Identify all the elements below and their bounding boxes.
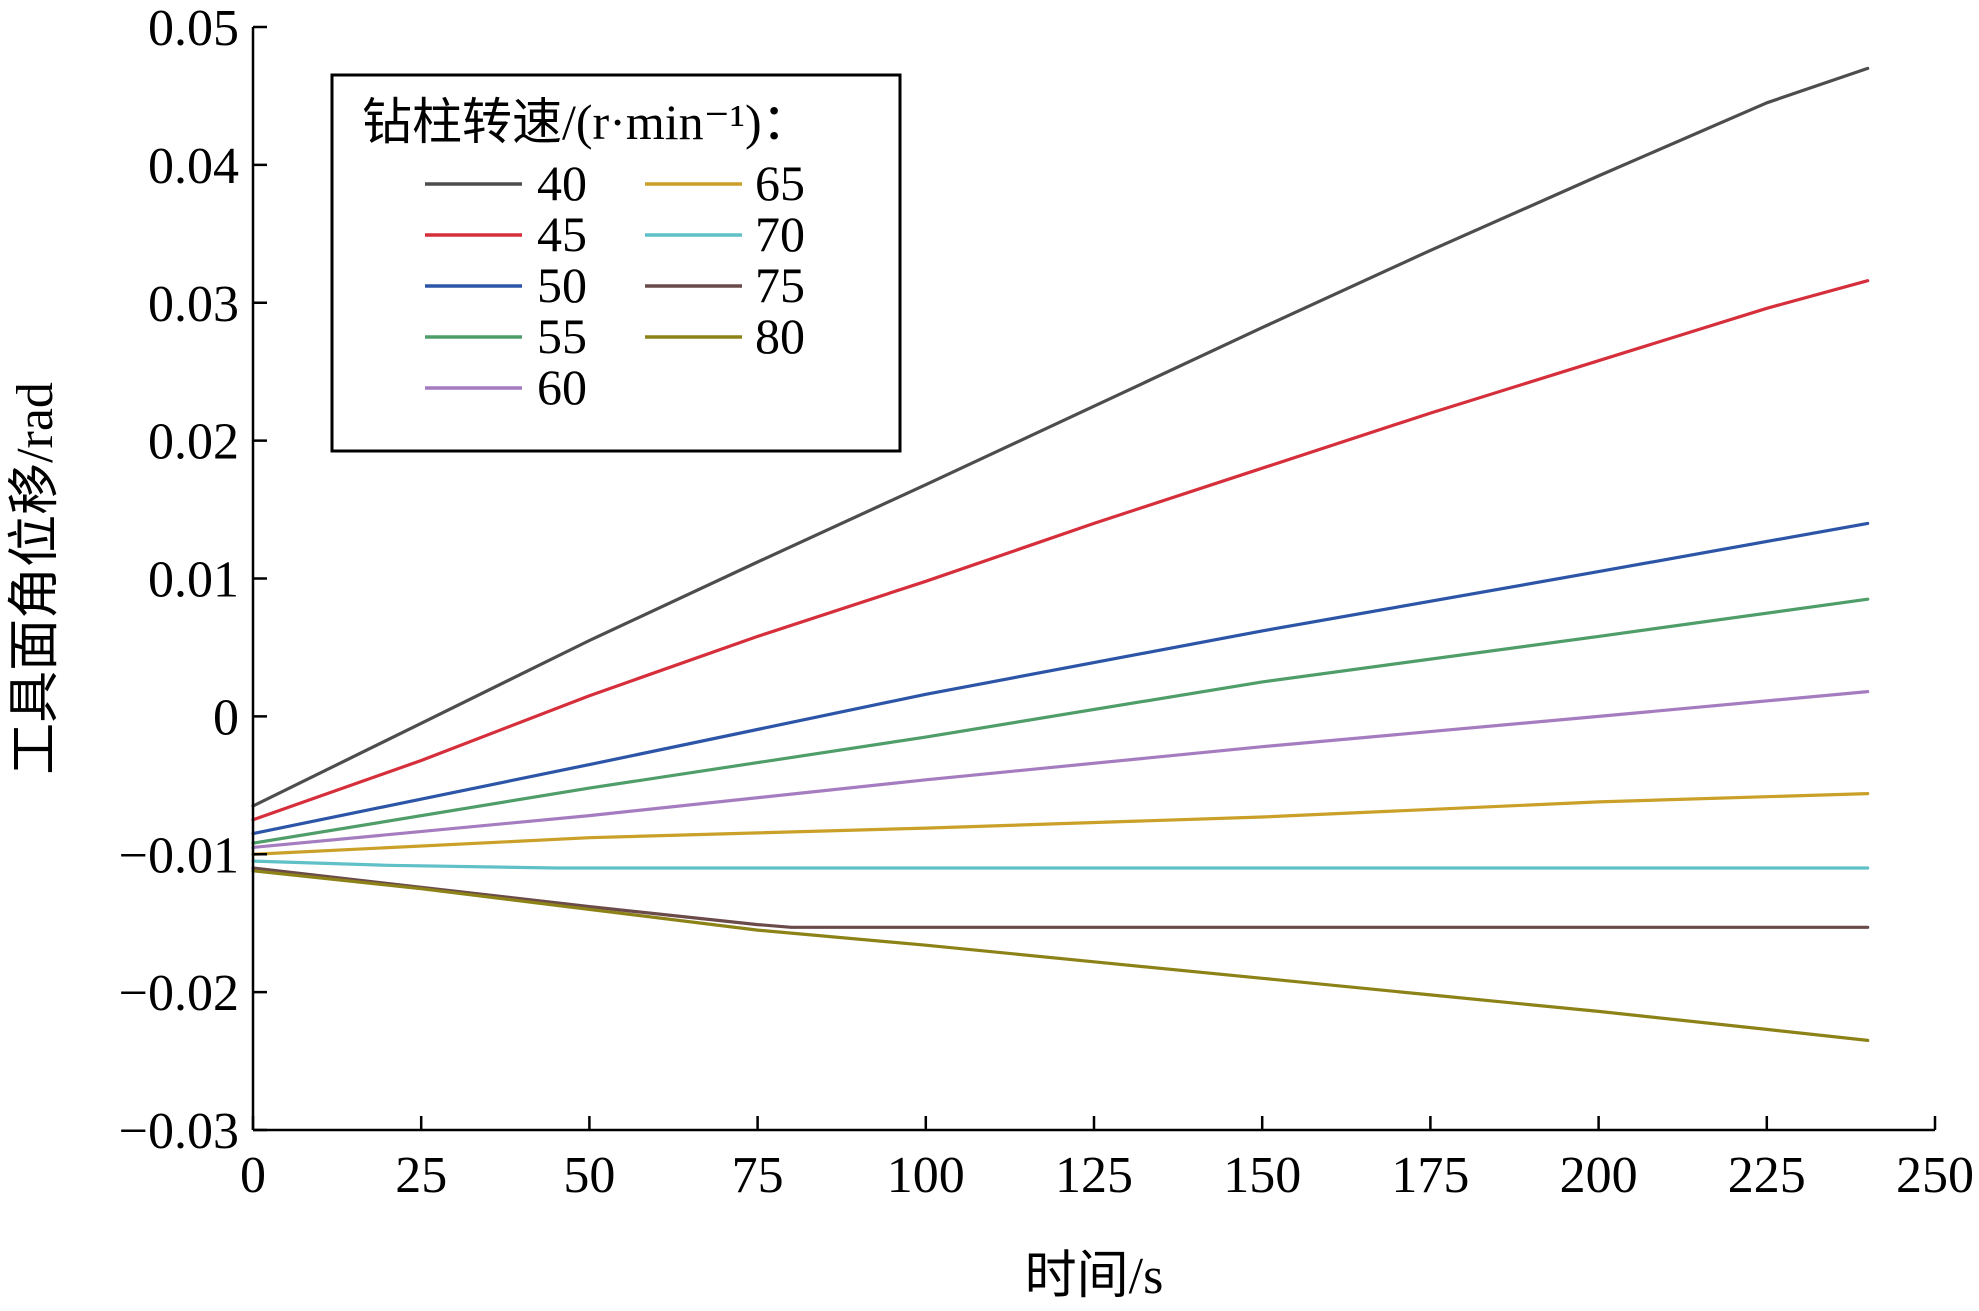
legend-label-65: 65 <box>755 155 805 211</box>
series-line-60 <box>251 689 1870 850</box>
legend-label-45: 45 <box>537 206 587 262</box>
series-line-50 <box>251 521 1870 836</box>
x-tick-label: 0 <box>240 1147 266 1204</box>
legend-label-60: 60 <box>537 359 587 415</box>
x-tick-label: 25 <box>395 1147 447 1204</box>
x-axis-label: 时间/s <box>1025 1248 1164 1305</box>
y-tick-label: 0.01 <box>148 552 239 609</box>
series-line-80 <box>251 869 1870 1043</box>
y-tick-label: −0.01 <box>119 827 239 884</box>
x-tick-label: 100 <box>887 1147 965 1204</box>
x-tick-label: 150 <box>1223 1147 1301 1204</box>
legend-title: 钻柱转速/(r·min⁻¹)： <box>362 94 812 150</box>
x-tick-label: 225 <box>1728 1147 1806 1204</box>
series-line-55 <box>251 597 1870 845</box>
legend-label-80: 80 <box>755 308 805 364</box>
series-line-65 <box>251 791 1870 856</box>
x-tick-label: 75 <box>732 1147 784 1204</box>
legend-label-70: 70 <box>755 206 805 262</box>
y-axis-label: 工具面角位移/rad <box>7 382 64 775</box>
x-tick-label: 175 <box>1391 1147 1469 1204</box>
legend-label-40: 40 <box>537 155 587 211</box>
series-line-70 <box>251 859 1870 870</box>
x-tick-label: 250 <box>1896 1147 1974 1204</box>
y-tick-label: 0.02 <box>148 414 239 471</box>
y-tick-label: 0 <box>213 689 239 746</box>
y-tick-label: 0.04 <box>148 138 239 195</box>
series-layer <box>251 66 1870 1043</box>
y-tick-label: −0.02 <box>119 965 239 1022</box>
legend-label-55: 55 <box>537 308 587 364</box>
y-tick-label: 0.05 <box>148 0 239 57</box>
series-line-40 <box>251 66 1870 808</box>
legend-label-50: 50 <box>537 257 587 313</box>
y-tick-label: −0.03 <box>119 1103 239 1160</box>
series-line-45 <box>251 279 1870 822</box>
legend-label-75: 75 <box>755 257 805 313</box>
x-tick-label: 200 <box>1560 1147 1638 1204</box>
axes: 0 25 50 75 100 125 150 175 200 225 250 −0.03 −0.02 −0… <box>119 0 1974 1204</box>
x-tick-label: 125 <box>1055 1147 1133 1204</box>
x-tick-label: 50 <box>563 1147 615 1204</box>
y-tick-label: 0.03 <box>148 276 239 333</box>
